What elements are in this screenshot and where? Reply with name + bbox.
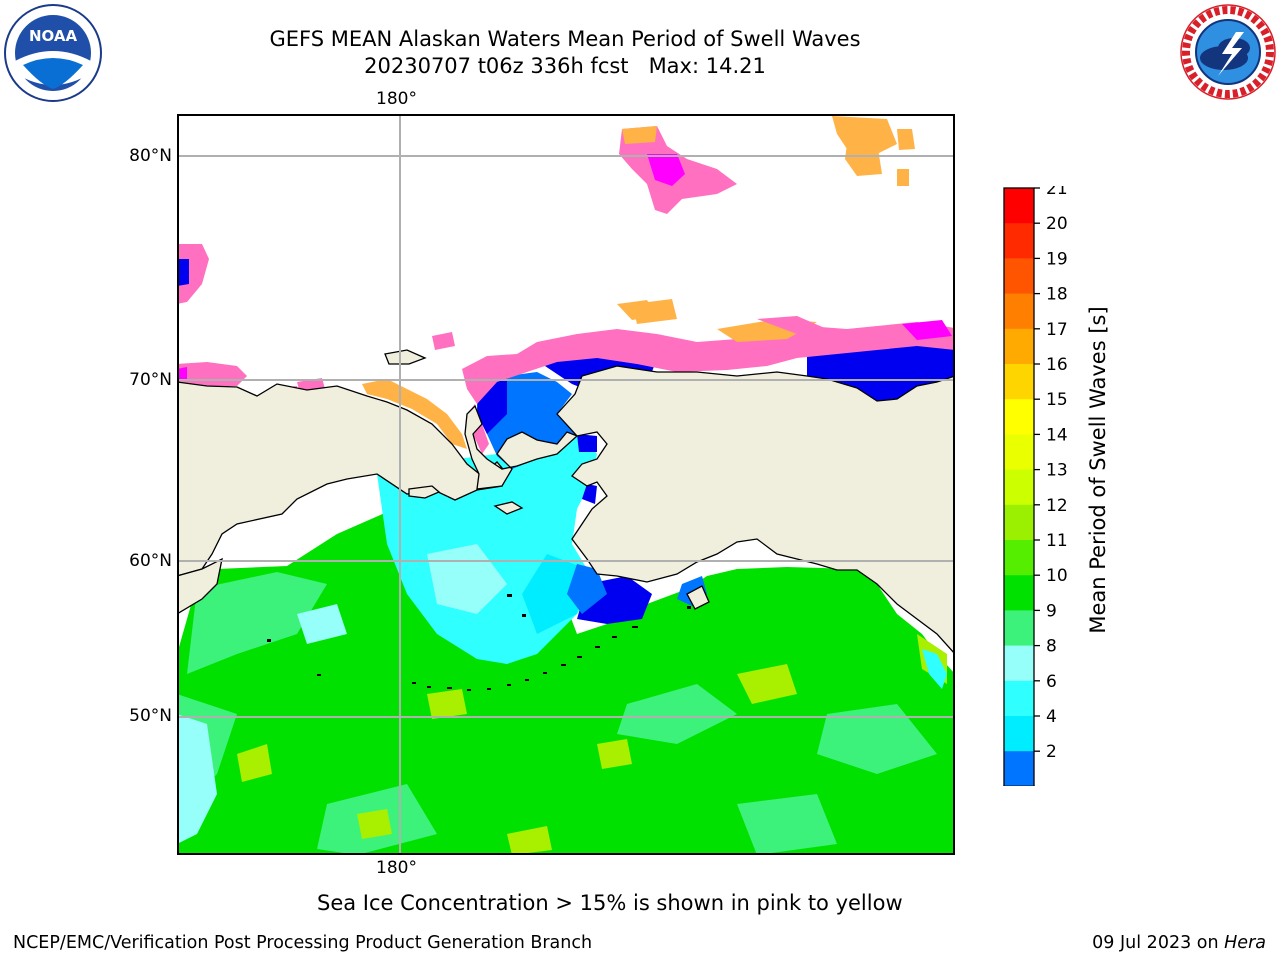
colorbar-tick-label: 8: [1046, 637, 1057, 657]
norton-sound-blue: [582, 484, 597, 504]
colorbar-segment: [1004, 610, 1034, 647]
colorbar-segment: [1004, 293, 1034, 330]
colorbar-tick-label: 10: [1046, 566, 1068, 586]
colorbar-tick-label: 11: [1046, 531, 1068, 551]
colorbar-segment: [1004, 399, 1034, 435]
land-st-lawrence-island: [408, 485, 441, 499]
colorbar-tick-label: 6: [1046, 672, 1057, 692]
colorbar-segment: [1004, 434, 1034, 471]
colorbar-segment: [1004, 575, 1034, 611]
colorbar-segment: [1004, 223, 1034, 259]
sea-ice-chukotka: [362, 379, 467, 449]
colorbar-segment: [1004, 188, 1034, 224]
swell-period-map: [177, 114, 955, 855]
colorbar-tick-label: 16: [1046, 355, 1068, 375]
nws-emblem-icon: [1180, 4, 1276, 100]
land-wrangel-island: [384, 349, 427, 365]
colorbar-tick-label: 20: [1046, 214, 1068, 234]
colorbar-tick-label: 17: [1046, 320, 1068, 340]
footer-machine: Hera: [1224, 933, 1266, 953]
lat-label-60n: 60°N: [129, 551, 172, 571]
colorbar-tick-label: 18: [1046, 285, 1068, 305]
map-panel: [177, 114, 955, 855]
aleutian-islands: [267, 594, 691, 691]
lat-label-70n: 70°N: [129, 370, 172, 390]
colorbar: 21 20 19 18 17 16 15 14 13 12 11 10 9 8 6 4 2: [1000, 179, 1090, 816]
sea-ice-top-floes: [619, 116, 915, 214]
swell-patches-cyan-sw: [178, 604, 347, 844]
bering-sea-east-patch: [522, 554, 587, 634]
colorbar-tick-label: 12: [1046, 496, 1068, 516]
colorbar-segment: [1004, 469, 1034, 506]
colorbar-segment: [1004, 751, 1034, 787]
land-kodiak-island: [686, 585, 710, 610]
sea-ice-note: Sea Ice Concentration > 15% is shown in …: [317, 891, 903, 915]
noaa-logo: NOAA: [3, 3, 103, 103]
lat-label-80n: 80°N: [129, 146, 172, 166]
title-line-1: GEFS MEAN Alaskan Waters Mean Period of …: [269, 27, 861, 51]
title-line-2: 20230707 t06z 336h fcst Max: 14.21: [364, 54, 766, 78]
colorbar-tick-label: 15: [1046, 390, 1068, 410]
pacific-swell-field: [178, 444, 954, 854]
land-nunivak-island: [493, 501, 524, 515]
lon-label-top: 180°: [376, 89, 417, 109]
chart-title: GEFS MEAN Alaskan Waters Mean Period of …: [190, 26, 940, 80]
swell-patches-yellow-green: [237, 634, 947, 854]
graticule: [178, 115, 954, 854]
colorbar-label-text: Mean Period of Swell Waves [s]: [1086, 306, 1110, 634]
colorbar-segment: [1004, 540, 1034, 576]
footer-date: 09 Jul 2023 on: [1092, 933, 1225, 953]
colorbar-segment: [1004, 364, 1034, 400]
sea-ice-far-west: [178, 244, 209, 304]
colorbar-tick-label: 19: [1046, 249, 1068, 269]
map-frame: [177, 114, 955, 855]
noaa-emblem-icon: NOAA: [4, 4, 102, 102]
colorbar-segment: [1004, 716, 1034, 752]
kotzebue-blue: [577, 434, 597, 452]
colorbar-tick-label: 2: [1046, 742, 1057, 762]
land-kamchatka: [178, 557, 223, 615]
colorbar-tick-label: 4: [1046, 707, 1057, 727]
noaa-wordmark: NOAA: [29, 27, 78, 45]
land-alaska: [464, 365, 954, 654]
colorbar-tick-label: 21: [1046, 186, 1068, 199]
se-alaska-inside-passage: [922, 649, 947, 689]
colorbar-tick-label: 14: [1046, 425, 1068, 445]
land-masses: [178, 349, 954, 654]
colorbar-segment: [1004, 258, 1034, 295]
bristol-bay-blue: [567, 564, 607, 614]
sea-ice-siberia-dense: [178, 367, 187, 379]
colorbar-tick-label: 9: [1046, 601, 1057, 621]
colorbar-segment: [1004, 328, 1034, 365]
colorbar-tick-label: 13: [1046, 461, 1068, 481]
footer-run-info: 09 Jul 2023 on Hera: [1092, 932, 1266, 954]
colorbar-scale: 21 20 19 18 17 16 15 14 13 12 11 10 9 8 6 4 2: [1002, 179, 1068, 816]
lon-label-bottom: 180°: [376, 858, 417, 878]
footer-organization: NCEP/EMC/Verification Post Processing Pr…: [13, 933, 593, 953]
colorbar-segment: [1004, 504, 1034, 541]
lat-label-50n: 50°N: [129, 706, 172, 726]
sea-ice-far-west-water: [178, 259, 189, 286]
colorbar-segment: [1004, 680, 1034, 717]
colorbar-segment: [1004, 645, 1034, 682]
nws-logo: [1178, 2, 1278, 102]
